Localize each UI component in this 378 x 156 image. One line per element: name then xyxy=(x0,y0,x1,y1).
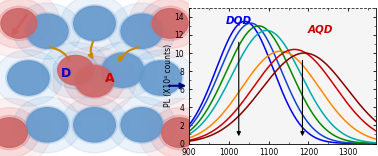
Circle shape xyxy=(162,118,198,147)
Circle shape xyxy=(140,61,181,95)
Circle shape xyxy=(100,51,146,89)
Circle shape xyxy=(53,47,136,115)
Circle shape xyxy=(159,115,200,150)
Circle shape xyxy=(152,9,188,38)
Circle shape xyxy=(0,108,40,156)
Circle shape xyxy=(76,66,113,97)
Y-axis label: PL (X10⁴ counts): PL (X10⁴ counts) xyxy=(164,44,173,107)
Circle shape xyxy=(64,56,125,106)
Circle shape xyxy=(0,6,40,41)
Circle shape xyxy=(0,50,62,106)
Circle shape xyxy=(74,6,115,41)
Circle shape xyxy=(58,55,94,85)
Circle shape xyxy=(121,14,163,48)
Circle shape xyxy=(6,59,51,97)
Circle shape xyxy=(102,53,144,87)
Text: A: A xyxy=(105,71,115,85)
Circle shape xyxy=(74,108,115,142)
Circle shape xyxy=(0,0,49,48)
Circle shape xyxy=(121,108,163,142)
Circle shape xyxy=(127,50,195,106)
Circle shape xyxy=(138,59,183,97)
Circle shape xyxy=(74,64,115,98)
Circle shape xyxy=(26,14,68,48)
Circle shape xyxy=(129,0,212,58)
Circle shape xyxy=(149,6,191,41)
Circle shape xyxy=(26,108,68,142)
Circle shape xyxy=(53,51,98,89)
Circle shape xyxy=(0,115,30,150)
Circle shape xyxy=(89,42,157,98)
Circle shape xyxy=(60,97,129,153)
Circle shape xyxy=(138,98,221,156)
Circle shape xyxy=(42,42,110,98)
Text: DQD: DQD xyxy=(226,16,252,26)
Circle shape xyxy=(72,106,117,144)
Circle shape xyxy=(13,3,81,59)
Text: D: D xyxy=(61,67,71,80)
Circle shape xyxy=(0,98,51,156)
Circle shape xyxy=(0,0,60,58)
Text: AQD: AQD xyxy=(308,25,333,35)
Circle shape xyxy=(108,97,176,153)
Circle shape xyxy=(25,12,70,50)
Circle shape xyxy=(0,118,27,147)
Circle shape xyxy=(140,0,200,48)
Circle shape xyxy=(60,0,129,51)
Circle shape xyxy=(72,5,117,42)
Circle shape xyxy=(119,12,164,50)
Circle shape xyxy=(119,106,164,144)
Circle shape xyxy=(25,106,70,144)
Circle shape xyxy=(13,97,81,153)
Circle shape xyxy=(8,61,49,95)
Circle shape xyxy=(108,3,176,59)
Circle shape xyxy=(149,108,210,156)
Circle shape xyxy=(1,9,37,38)
